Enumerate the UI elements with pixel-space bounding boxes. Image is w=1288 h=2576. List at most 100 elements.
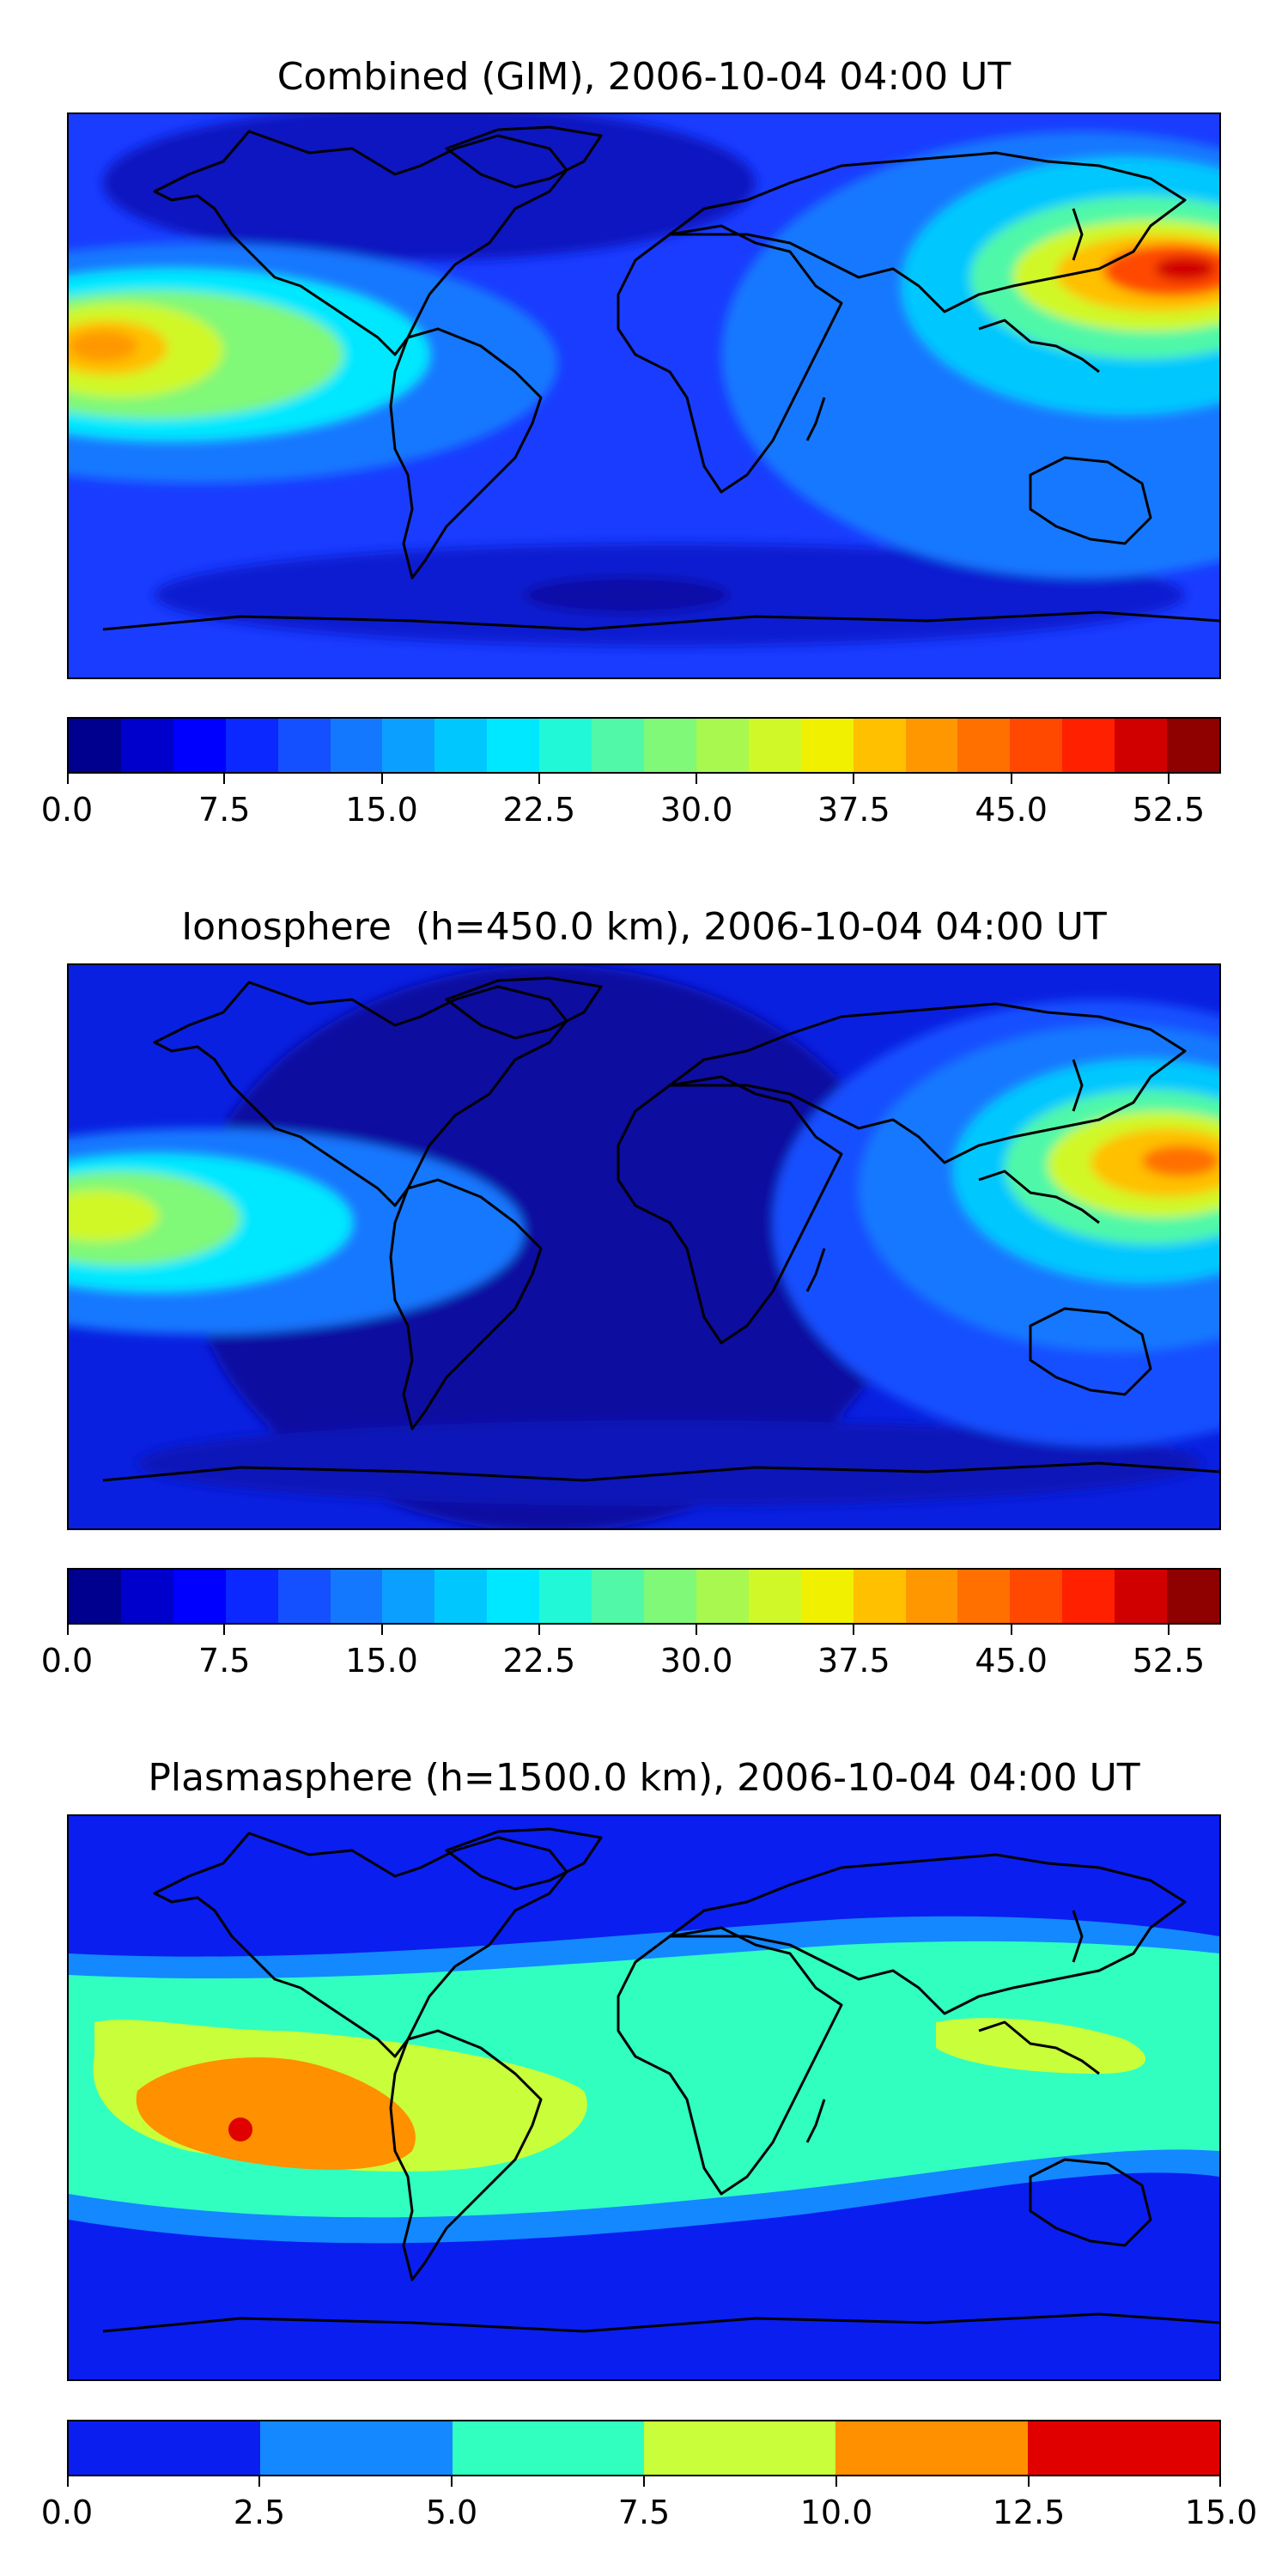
colorbar-tick-label: 15.0 — [345, 791, 418, 829]
colorbar-tick-label: 22.5 — [502, 791, 576, 829]
colorbar-tick-label: 22.5 — [502, 1642, 576, 1680]
colorbar-segment — [1062, 1570, 1115, 1623]
colorbar-combined — [67, 717, 1221, 774]
colorbar-segment — [330, 719, 383, 772]
panel-title-combined: Combined (GIM), 2006-10-04 04:00 UT — [276, 55, 1012, 99]
panel-title-ionosphere: Ionosphere (h=450.0 km), 2006-10-04 04:0… — [181, 905, 1107, 949]
colorbar-segment — [1115, 719, 1168, 772]
colorbar-plasmasphere — [67, 2420, 1221, 2476]
colorbar-ticks-plasmasphere: 0.0 2.5 5.0 7.5 10.0 12.5 15.0 — [41, 2476, 1257, 2531]
colorbar-tick-label: 52.5 — [1132, 791, 1206, 829]
colorbar-segment — [173, 719, 226, 772]
colorbar-segment — [1010, 1570, 1063, 1623]
colorbar-tick — [223, 774, 226, 784]
colorbar-tick — [258, 2476, 260, 2487]
colorbar-tick — [1219, 2476, 1221, 2487]
colorbar-segment — [592, 719, 644, 772]
colorbar-tick — [67, 1625, 69, 1635]
colorbar-tick — [696, 1625, 698, 1635]
colorbar-segment — [835, 2421, 1028, 2475]
colorbar-segment — [643, 1570, 696, 1623]
colorbar-segment — [592, 1570, 644, 1623]
colorbar-segment — [225, 1570, 278, 1623]
colorbar-segment — [382, 719, 435, 772]
colorbar-segment — [748, 719, 801, 772]
colorbar-tick-label: 30.0 — [659, 791, 733, 829]
colorbar-tick-label: 15.0 — [1184, 2494, 1258, 2531]
colorbar-tick-label: 12.5 — [992, 2494, 1066, 2531]
colorbar-segment — [277, 1570, 331, 1623]
map-plasmasphere — [67, 1814, 1221, 2381]
colorbar-tick-label: 7.5 — [198, 791, 251, 829]
colorbar-segment — [1167, 1570, 1219, 1623]
colorbar-segment — [487, 1570, 540, 1623]
colorbar-tick-label: 30.0 — [659, 1642, 733, 1680]
colorbar-tick — [1167, 774, 1170, 784]
colorbar-segment — [696, 719, 749, 772]
colorbar-tick-label: 45.0 — [975, 1642, 1048, 1680]
colorbar-segment — [69, 2421, 261, 2475]
colorbar-ticks-combined: 0.0 7.5 15.0 22.5 30.0 37.5 45.0 52.5 — [41, 774, 1221, 829]
colorbar-segment — [539, 719, 592, 772]
colorbar-tick — [643, 2476, 645, 2487]
colorbar-tick — [451, 2476, 453, 2487]
colorbar-tick — [380, 1625, 383, 1635]
colorbar-segment — [330, 1570, 383, 1623]
colorbar-segment — [905, 719, 958, 772]
colorbar-tick — [853, 774, 855, 784]
colorbar-tick — [223, 1625, 226, 1635]
colorbar-tick-label: 52.5 — [1132, 1642, 1206, 1680]
colorbar-segment — [696, 1570, 749, 1623]
colorbar-tick — [1028, 2476, 1030, 2487]
colorbar-segment — [643, 2421, 836, 2475]
colorbar-ionosphere — [67, 1568, 1221, 1625]
colorbar-tick-label: 0.0 — [40, 791, 94, 829]
colorbar-segment — [748, 1570, 801, 1623]
map-ionosphere — [67, 963, 1221, 1530]
colorbar-segment — [452, 2421, 644, 2475]
colorbar-segment — [800, 1570, 854, 1623]
colorbar-segment — [853, 719, 906, 772]
colorbar-segment — [1010, 719, 1063, 772]
colorbar-segment — [957, 719, 1011, 772]
colorbar-tick — [1167, 1625, 1170, 1635]
colorbar-segment — [277, 719, 331, 772]
colorbar-tick-label: 37.5 — [817, 1642, 890, 1680]
colorbar-segment — [539, 1570, 592, 1623]
colorbar-segment — [1115, 1570, 1168, 1623]
map-combined — [67, 112, 1221, 679]
colorbar-tick — [835, 2476, 837, 2487]
colorbar-tick — [1010, 774, 1012, 784]
panel-title-plasmasphere: Plasmasphere (h=1500.0 km), 2006-10-04 0… — [148, 1756, 1140, 1800]
colorbar-segment — [853, 1570, 906, 1623]
colorbar-segment — [69, 1570, 121, 1623]
colorbar-segment — [225, 719, 278, 772]
colorbar-tick — [853, 1625, 855, 1635]
colorbar-segment — [1027, 2421, 1219, 2475]
colorbar-tick — [67, 2476, 69, 2487]
colorbar-tick — [1010, 1625, 1012, 1635]
colorbar-segment — [173, 1570, 226, 1623]
colorbar-tick-label: 15.0 — [345, 1642, 418, 1680]
colorbar-segment — [434, 719, 488, 772]
colorbar-tick — [380, 774, 383, 784]
colorbar-tick-label: 10.0 — [799, 2494, 873, 2531]
colorbar-tick-label: 45.0 — [975, 791, 1048, 829]
colorbar-tick-label: 37.5 — [817, 791, 890, 829]
colorbar-tick-label: 7.5 — [198, 1642, 251, 1680]
colorbar-tick — [538, 774, 540, 784]
colorbar-tick — [538, 1625, 540, 1635]
colorbar-segment — [382, 1570, 435, 1623]
colorbar-tick-label: 0.0 — [40, 1642, 94, 1680]
colorbar-segment — [260, 2421, 453, 2475]
colorbar-tick-label: 0.0 — [40, 2494, 94, 2531]
colorbar-tick-label: 5.0 — [425, 2494, 478, 2531]
colorbar-segment — [120, 719, 173, 772]
colorbar-segment — [1167, 719, 1219, 772]
colorbar-segment — [957, 1570, 1011, 1623]
colorbar-segment — [120, 1570, 173, 1623]
colorbar-ticks-ionosphere: 0.0 7.5 15.0 22.5 30.0 37.5 45.0 52.5 — [41, 1625, 1221, 1680]
colorbar-tick — [67, 774, 69, 784]
colorbar-tick-label: 2.5 — [233, 2494, 286, 2531]
colorbar-tick-label: 7.5 — [617, 2494, 671, 2531]
